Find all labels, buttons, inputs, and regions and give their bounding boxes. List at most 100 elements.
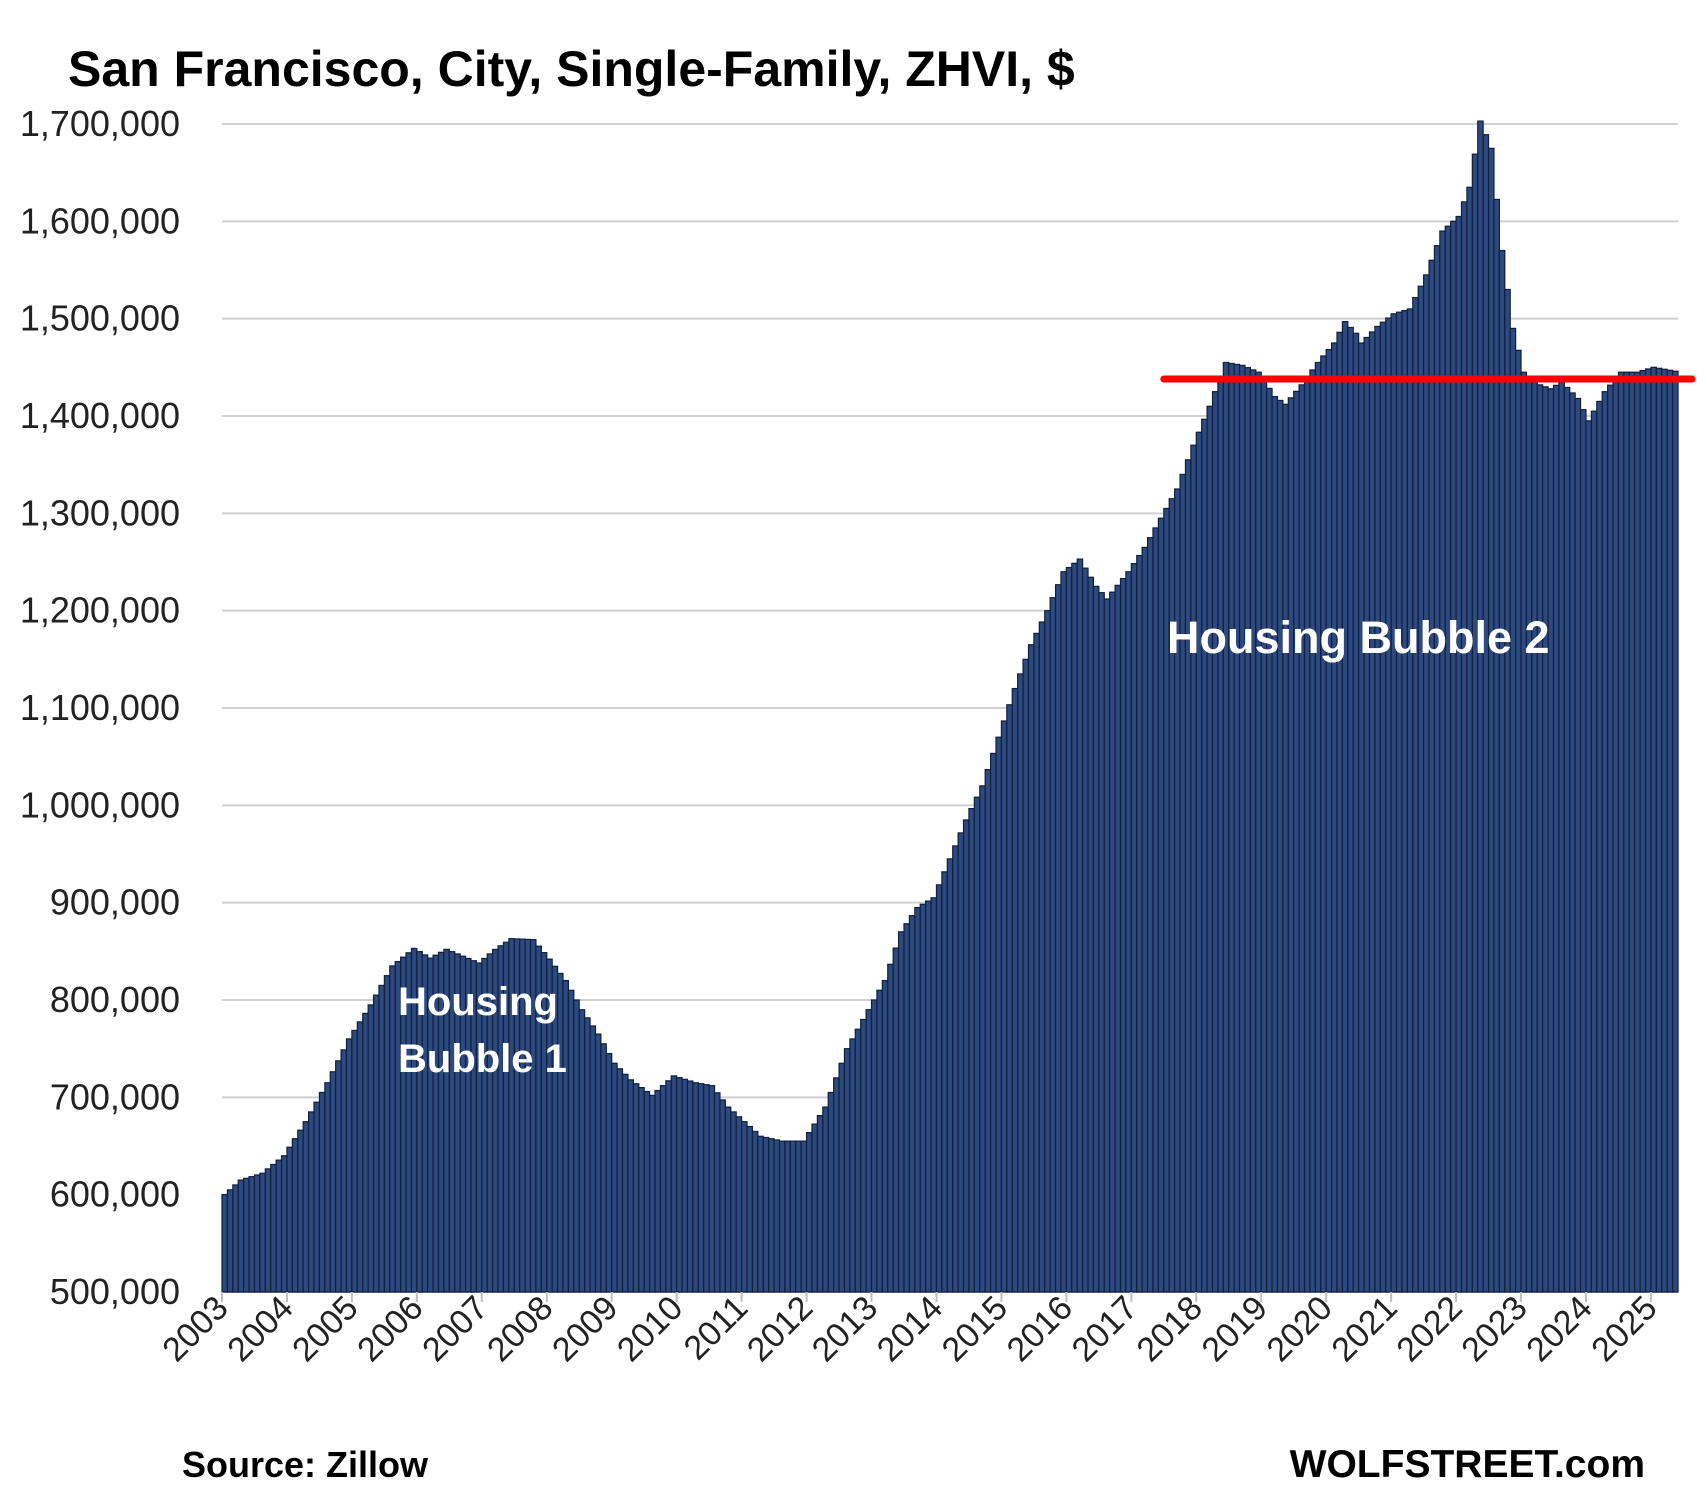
bar <box>730 1111 737 1293</box>
bar <box>1027 644 1035 1293</box>
bar <box>935 884 943 1293</box>
bar <box>1060 571 1067 1293</box>
x-tick-label: 2024 <box>1519 1289 1599 1369</box>
bar <box>1412 296 1419 1293</box>
bar <box>1439 230 1446 1293</box>
bar <box>676 1077 683 1293</box>
brand-label: WOLFSTREET.com <box>1290 1443 1645 1486</box>
bar <box>979 785 986 1293</box>
bar <box>632 1083 640 1293</box>
bar <box>1330 342 1338 1293</box>
bar <box>1379 321 1387 1293</box>
bar <box>719 1099 726 1293</box>
x-tick-label: 2004 <box>220 1289 300 1369</box>
bar <box>968 807 975 1293</box>
bar <box>1314 361 1322 1293</box>
bar <box>297 1129 304 1293</box>
bar <box>378 984 385 1293</box>
bar <box>1266 387 1273 1293</box>
y-tick-label: 1,000,000 <box>20 784 180 825</box>
bar <box>686 1080 694 1293</box>
y-tick-label: 600,000 <box>50 1174 180 1215</box>
bar <box>1119 577 1127 1293</box>
bar <box>870 999 878 1293</box>
bar <box>313 1101 321 1293</box>
bar <box>562 979 570 1293</box>
bar <box>1298 384 1306 1293</box>
bar <box>1092 585 1100 1293</box>
bar <box>735 1116 743 1293</box>
bar <box>1157 517 1165 1293</box>
bar <box>286 1146 293 1293</box>
bar <box>1125 571 1132 1293</box>
bar <box>243 1177 250 1293</box>
bar <box>1634 371 1641 1293</box>
bar <box>1617 371 1625 1293</box>
bar <box>703 1084 710 1293</box>
x-tick-label: 2023 <box>1454 1289 1534 1369</box>
bar <box>648 1094 656 1293</box>
bar <box>1368 331 1376 1293</box>
x-tick-label: 2011 <box>677 1289 756 1368</box>
bar <box>1569 392 1576 1293</box>
bar <box>1033 632 1040 1293</box>
bar <box>778 1140 786 1293</box>
bar <box>573 999 580 1293</box>
bar <box>1531 380 1538 1293</box>
bar <box>670 1075 678 1293</box>
bar <box>1644 368 1652 1293</box>
bar <box>1487 147 1495 1293</box>
bar <box>1076 558 1084 1293</box>
bar <box>270 1163 277 1293</box>
x-tick-label: 2019 <box>1195 1289 1275 1369</box>
bar <box>1423 274 1430 1293</box>
bar <box>860 1018 867 1293</box>
bar <box>1087 576 1095 1293</box>
bar <box>887 963 894 1293</box>
bar <box>843 1048 851 1293</box>
bar <box>1103 598 1111 1293</box>
bar <box>897 931 905 1293</box>
y-tick-label: 1,100,000 <box>20 687 180 728</box>
x-tick-label: 2005 <box>285 1289 365 1369</box>
bar <box>1293 390 1300 1293</box>
bar <box>248 1176 256 1293</box>
annotation-text: Bubble 1 <box>398 1037 567 1081</box>
bar <box>345 1038 353 1293</box>
annotation-text: Housing <box>398 980 558 1024</box>
bar <box>1006 704 1013 1293</box>
x-tick-label: 2018 <box>1130 1289 1210 1369</box>
bar <box>616 1068 624 1293</box>
bar <box>957 832 965 1293</box>
bar <box>1385 317 1392 1293</box>
bar <box>275 1159 283 1293</box>
x-tick-label: 2013 <box>805 1289 885 1369</box>
bar <box>259 1172 266 1293</box>
bar <box>318 1091 326 1293</box>
bar <box>930 897 938 1293</box>
bar <box>1628 371 1636 1293</box>
x-tick-label: 2008 <box>480 1289 560 1369</box>
bar <box>681 1078 689 1293</box>
bar <box>1249 369 1257 1293</box>
bar <box>556 972 564 1293</box>
y-tick-label: 1,700,000 <box>20 103 180 144</box>
bar <box>1585 420 1592 1293</box>
bar <box>1639 369 1647 1293</box>
bar <box>1011 687 1019 1293</box>
bar <box>226 1189 234 1293</box>
bar <box>372 994 380 1293</box>
bar <box>351 1029 358 1293</box>
bar <box>789 1140 797 1293</box>
bar <box>1482 134 1490 1293</box>
bar <box>654 1089 662 1293</box>
bar <box>1260 379 1268 1293</box>
bar <box>383 975 391 1293</box>
bar <box>1152 527 1159 1293</box>
bar <box>1109 591 1116 1293</box>
bar <box>1428 259 1436 1293</box>
bar <box>1563 386 1571 1293</box>
bar <box>1201 418 1208 1293</box>
bar <box>903 923 910 1293</box>
